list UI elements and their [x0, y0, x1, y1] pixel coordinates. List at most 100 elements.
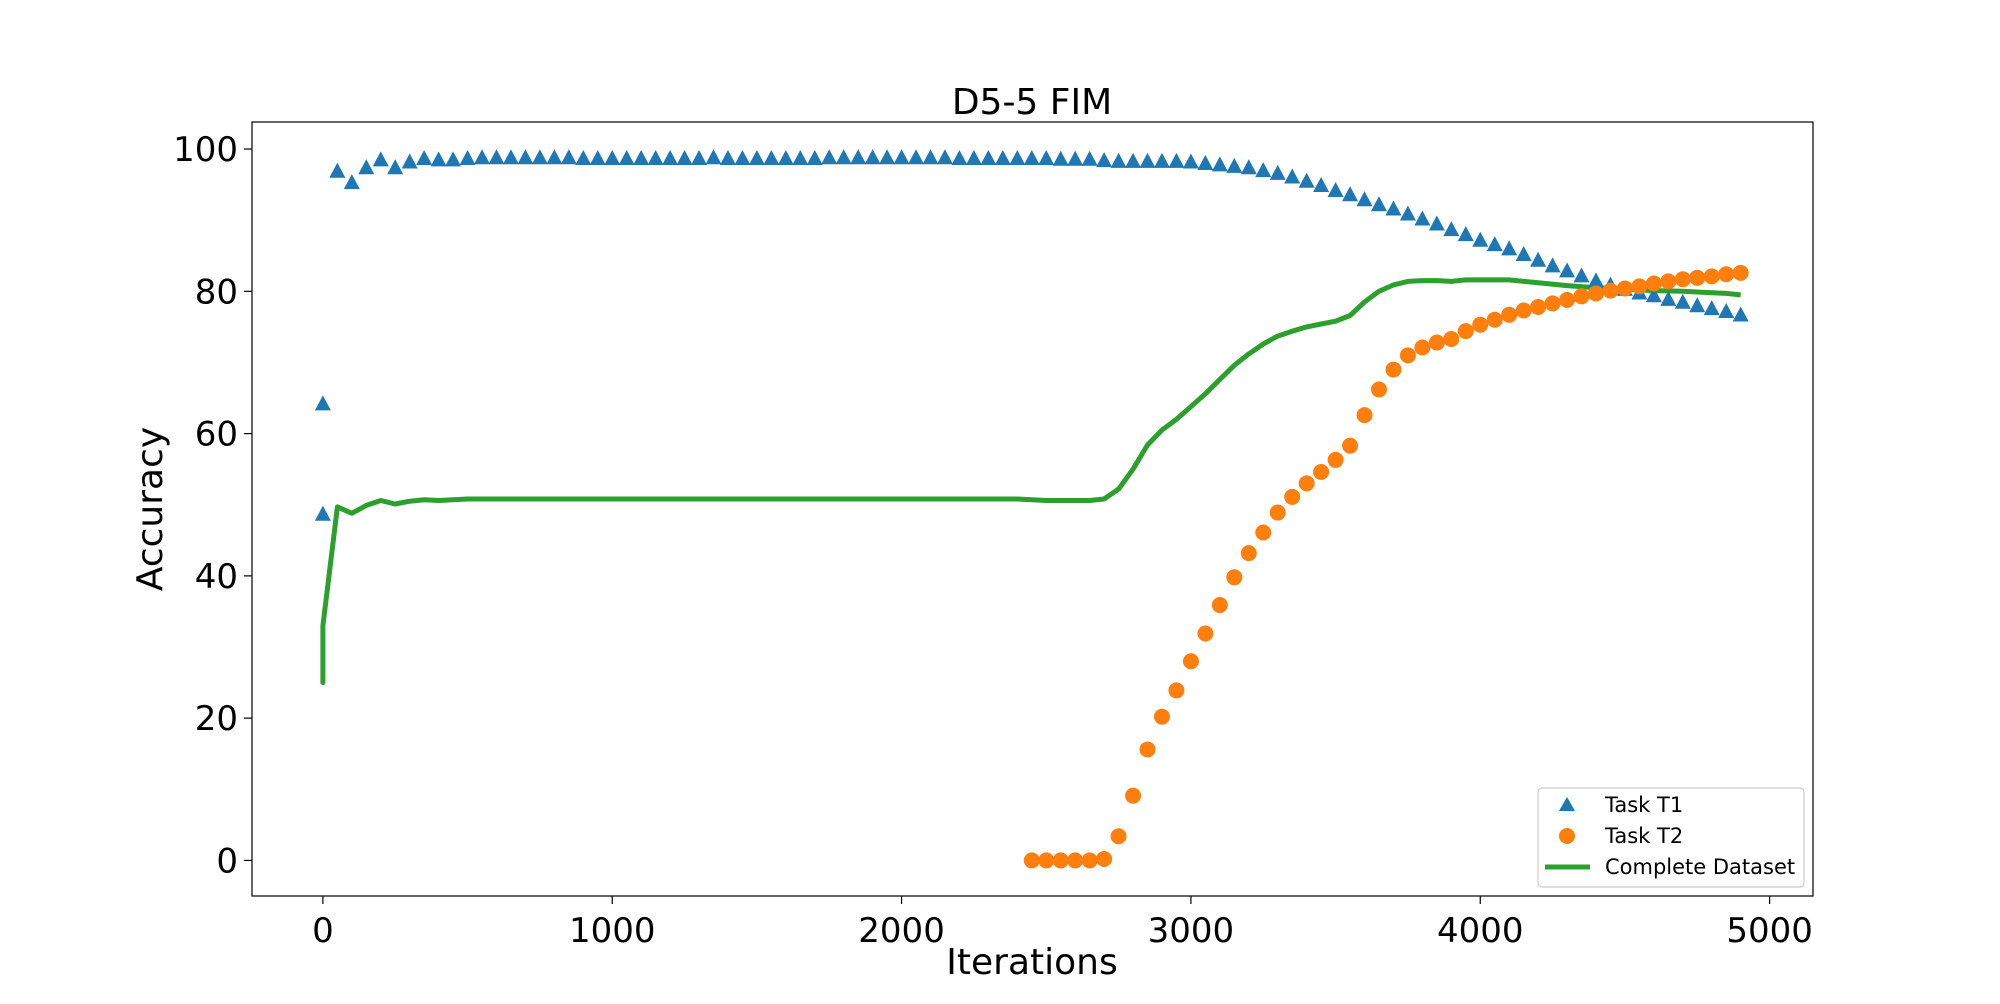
- task-t2-point: [1660, 273, 1677, 290]
- task-t1-point: [936, 149, 953, 165]
- task-t1-point: [908, 149, 925, 165]
- legend-marker-task-t1: [1559, 797, 1575, 811]
- task-t2-point: [1559, 291, 1576, 308]
- y-tick-label: 0: [216, 841, 238, 881]
- task-t1-point: [1544, 257, 1561, 273]
- y-tick-label: 100: [173, 130, 238, 170]
- task-t1-point: [1530, 251, 1547, 267]
- task-t1-point: [1660, 290, 1677, 306]
- legend: Task T1 Task T2 Complete Dataset: [1537, 787, 1805, 888]
- x-tick-label: 0: [312, 911, 334, 951]
- task-t2-point: [1110, 828, 1127, 845]
- task-t1-point: [575, 149, 592, 165]
- task-t2-point: [1052, 852, 1069, 869]
- task-t2-point: [1428, 334, 1445, 351]
- task-t1-point: [1313, 177, 1330, 193]
- task-t1-point: [1168, 152, 1185, 168]
- task-t1-point: [1240, 159, 1257, 175]
- task-t2-point: [1515, 302, 1532, 319]
- task-t2-point: [1182, 653, 1199, 670]
- task-t1-point: [1732, 306, 1749, 322]
- task-t1-point: [777, 149, 794, 165]
- task-t1-point: [662, 149, 679, 165]
- legend-marker-task-t2: [1559, 828, 1575, 844]
- task-t1-point: [1443, 221, 1460, 237]
- task-t2-point: [1067, 852, 1084, 869]
- task-t2-point: [1544, 295, 1561, 312]
- task-t1-point: [1211, 156, 1228, 172]
- task-t2-point: [1573, 288, 1590, 305]
- task-t2-point: [1081, 852, 1098, 869]
- task-t1-point: [1023, 149, 1040, 165]
- task-t1-point: [691, 149, 708, 165]
- task-t1-point: [1139, 152, 1156, 168]
- task-t1-point: [1689, 297, 1706, 313]
- task-t1-point: [1718, 302, 1735, 318]
- task-t1-point: [893, 149, 910, 165]
- task-t2-point: [1139, 741, 1156, 758]
- task-t1-point: [821, 149, 838, 165]
- legend-label-complete-dataset: Complete Dataset: [1605, 855, 1795, 879]
- task-t1-point: [1052, 150, 1069, 166]
- task-t2-point: [1631, 278, 1648, 295]
- task-t2-point: [1645, 275, 1662, 292]
- task-t2-point: [1370, 381, 1387, 398]
- task-t1-point: [502, 149, 519, 165]
- task-t1-point: [604, 149, 621, 165]
- task-t1-point: [1110, 152, 1127, 168]
- task-t2-point: [1226, 569, 1243, 586]
- task-t2-point: [1197, 625, 1214, 642]
- task-t1-point: [922, 149, 939, 165]
- task-t2-point: [1240, 545, 1257, 562]
- task-t2-point: [1501, 306, 1518, 323]
- task-t1-point: [488, 149, 505, 165]
- task-t2-point: [1125, 787, 1142, 804]
- task-t2-point: [1732, 264, 1749, 281]
- task-t2-point: [1298, 475, 1315, 492]
- task-t1-point: [1125, 152, 1142, 168]
- task-t1-point: [1255, 162, 1272, 178]
- task-t2-point: [1616, 280, 1633, 297]
- plot-area: [251, 121, 1814, 897]
- task-t1-point: [835, 149, 852, 165]
- y-tick-label: 60: [195, 415, 238, 455]
- task-t2-point: [1284, 488, 1301, 505]
- task-t2-point: [1023, 852, 1040, 869]
- task-t1-point: [1414, 210, 1431, 226]
- task-t2-point: [1414, 339, 1431, 356]
- task-t1-point: [372, 151, 389, 167]
- task-t2-point: [1342, 437, 1359, 454]
- task-t1-point: [994, 149, 1011, 165]
- task-t1-point: [748, 149, 765, 165]
- task-t2-point: [1486, 311, 1503, 328]
- task-t1-point: [560, 149, 577, 165]
- complete-dataset-line: [320, 277, 1741, 686]
- task-t1-point: [806, 149, 823, 165]
- task-t2-point: [1153, 708, 1170, 725]
- task-t1-point: [1009, 149, 1026, 165]
- task-t1-point: [1356, 191, 1373, 207]
- task-t1-point: [343, 174, 360, 190]
- task-t2-point: [1327, 451, 1344, 468]
- task-t1-point: [546, 149, 563, 165]
- legend-label-task-t1: Task T1: [1604, 793, 1683, 817]
- task-t2-point: [1255, 524, 1272, 541]
- task-t1-point: [633, 149, 650, 165]
- task-t1-point: [719, 149, 736, 165]
- task-t1-point: [1370, 196, 1387, 212]
- x-tick-label: 2000: [858, 911, 945, 951]
- task-t2-point: [1385, 361, 1402, 378]
- task-t1-point: [314, 505, 331, 521]
- chart-title: D5-5 FIM: [952, 82, 1112, 123]
- legend-label-task-t2: Task T2: [1604, 824, 1683, 848]
- task-t1-point: [879, 149, 896, 165]
- task-t1-point: [416, 149, 433, 165]
- task-t1-point: [792, 149, 809, 165]
- task-t2-point: [1457, 323, 1474, 340]
- task-t1-point: [1067, 150, 1084, 166]
- task-t1-point: [676, 149, 693, 165]
- task-t2-point: [1269, 504, 1286, 521]
- task-t1-point: [1038, 149, 1055, 165]
- task-t1-point: [1515, 246, 1532, 262]
